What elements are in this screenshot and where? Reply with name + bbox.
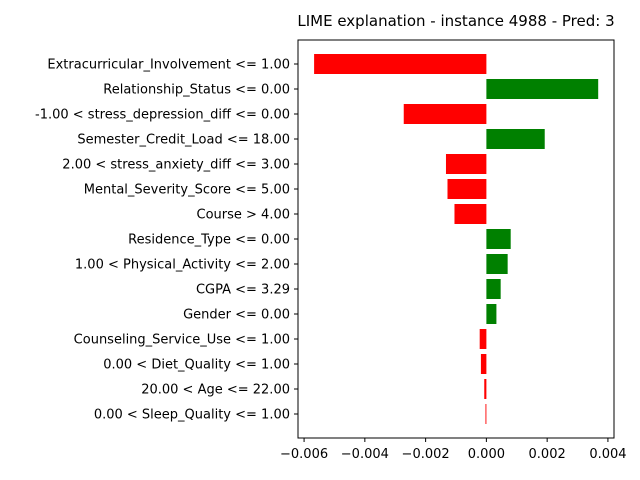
x-tick-label: −0.006 bbox=[280, 447, 328, 462]
bar bbox=[486, 254, 508, 274]
x-tick-label: 0.004 bbox=[589, 447, 626, 462]
bars-layer bbox=[314, 54, 599, 424]
bar bbox=[486, 229, 511, 249]
x-tick-label: −0.004 bbox=[341, 447, 389, 462]
y-tick-label: Mental_Severity_Score <= 5.00 bbox=[84, 183, 290, 198]
bar bbox=[480, 354, 487, 374]
y-tick-label: Relationship_Status <= 0.00 bbox=[103, 83, 290, 98]
bar bbox=[479, 329, 487, 349]
bar bbox=[486, 304, 497, 324]
y-tick-label: Residence_Type <= 0.00 bbox=[128, 233, 290, 248]
y-tick-label: CGPA <= 3.29 bbox=[196, 283, 290, 298]
y-tick-label: 20.00 < Age <= 22.00 bbox=[141, 383, 290, 398]
bar bbox=[484, 379, 487, 399]
bar bbox=[403, 104, 487, 124]
y-tick-label: Course > 4.00 bbox=[197, 208, 291, 223]
chart-title: LIME explanation - instance 4988 - Pred:… bbox=[297, 12, 614, 30]
bar bbox=[445, 154, 487, 174]
bar bbox=[314, 54, 487, 74]
bar bbox=[486, 279, 501, 299]
y-tick-label: 1.00 < Physical_Activity <= 2.00 bbox=[75, 258, 290, 273]
x-tick-label: −0.002 bbox=[402, 447, 450, 462]
ticks-layer: Extracurricular_Involvement <= 1.00 Relat… bbox=[35, 58, 627, 463]
bar bbox=[447, 179, 487, 199]
y-tick-label: 2.00 < stress_anxiety_diff <= 3.00 bbox=[62, 158, 290, 173]
bar bbox=[485, 404, 487, 424]
x-tick-label: 0.000 bbox=[468, 447, 505, 462]
x-tick-label: 0.002 bbox=[529, 447, 566, 462]
y-tick-label: Gender <= 0.00 bbox=[183, 308, 290, 323]
y-tick-label: -1.00 < stress_depression_diff <= 0.00 bbox=[35, 108, 290, 123]
y-tick-label: 0.00 < Sleep_Quality <= 1.00 bbox=[94, 408, 290, 423]
y-tick-label: 0.00 < Diet_Quality <= 1.00 bbox=[103, 358, 290, 373]
y-tick-label: Semester_Credit_Load <= 18.00 bbox=[77, 133, 290, 148]
bar bbox=[486, 129, 545, 149]
plot-frame bbox=[297, 39, 615, 439]
y-tick-label: Counseling_Service_Use <= 1.00 bbox=[74, 333, 290, 348]
bar bbox=[486, 79, 599, 99]
y-tick-label: Extracurricular_Involvement <= 1.00 bbox=[47, 58, 290, 73]
bar bbox=[454, 204, 487, 224]
